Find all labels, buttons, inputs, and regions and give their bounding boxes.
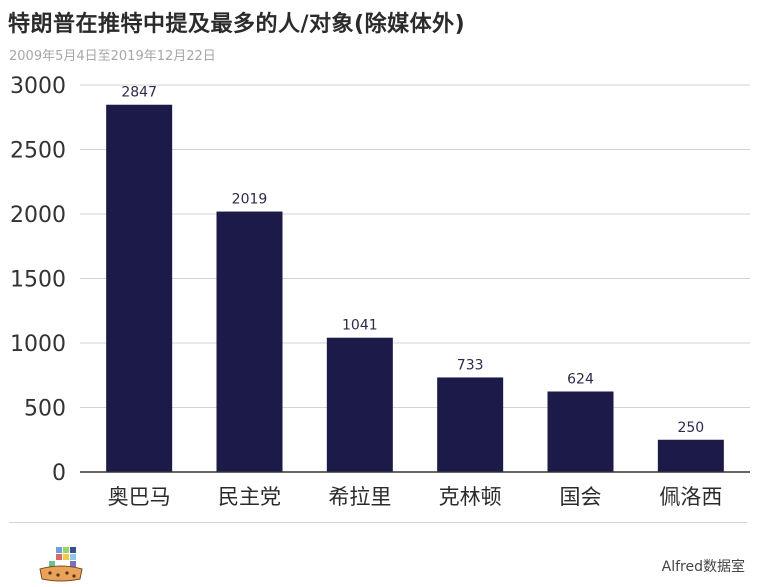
chart-subtitle: 2009年5月4日至2019年12月22日 (9, 49, 216, 64)
y-tick-label: 2500 (10, 139, 66, 164)
x-axis-tick-labels: 奥巴马 民主党 希拉里 克林顿 国会 佩洛西 (108, 485, 723, 509)
y-tick-label: 2000 (10, 203, 66, 228)
data-label: 624 (567, 372, 594, 388)
data-labels: 2847 2019 1041 733 624 250 (121, 85, 704, 436)
bar-chart: 0 500 1000 1500 2000 2500 3000 2847 2019 1041 733… (10, 74, 750, 509)
data-label: 2019 (232, 192, 268, 208)
footer-divider (9, 522, 747, 523)
chart-title: 特朗普在推特中提及最多的人/对象(除媒体外) (8, 12, 466, 37)
x-tick-label: 奥巴马 (108, 485, 171, 509)
bar (216, 211, 283, 472)
brand-logo-icon (36, 545, 86, 583)
y-tick-label: 1000 (10, 332, 66, 357)
bar (326, 337, 393, 472)
x-tick-label: 希拉里 (328, 485, 391, 509)
bar (547, 391, 614, 472)
y-axis-tick-labels: 0 500 1000 1500 2000 2500 3000 (10, 74, 66, 486)
x-tick-label: 国会 (560, 485, 602, 509)
y-tick-label: 1500 (10, 268, 66, 293)
data-label: 1041 (342, 318, 378, 334)
y-tick-label: 3000 (10, 74, 66, 99)
bars (106, 104, 724, 472)
data-label: 250 (677, 420, 704, 436)
y-tick-label: 0 (52, 461, 66, 486)
bar (106, 104, 173, 472)
y-tick-label: 500 (24, 397, 66, 422)
data-label: 2847 (121, 85, 157, 101)
footer-credit: Alfred数据室 (661, 559, 745, 575)
x-tick-label: 克林顿 (439, 485, 502, 509)
bar (437, 377, 504, 472)
x-tick-label: 民主党 (218, 485, 281, 509)
bar (657, 439, 724, 472)
data-label: 733 (457, 357, 484, 373)
x-tick-label: 佩洛西 (659, 485, 722, 509)
gridlines (80, 84, 750, 408)
